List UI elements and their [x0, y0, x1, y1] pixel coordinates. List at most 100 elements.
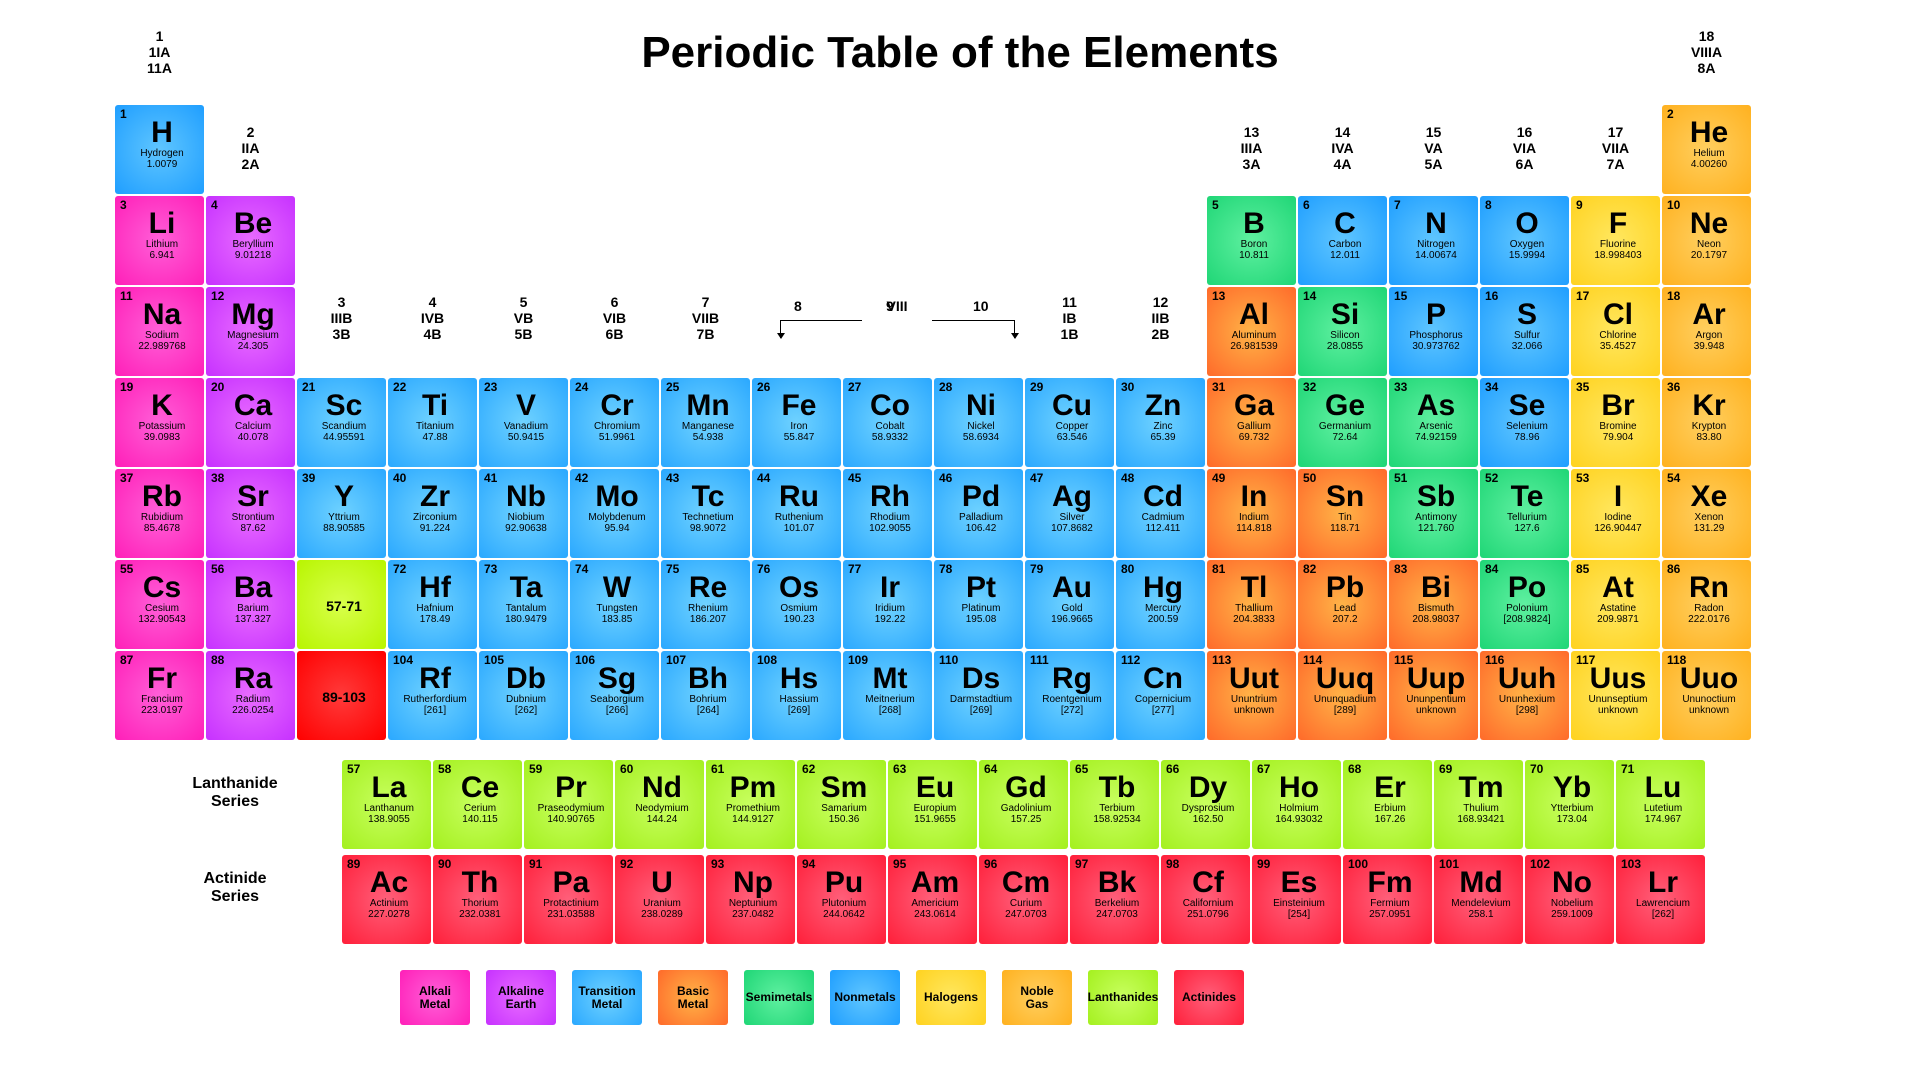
element-symbol: Sr	[211, 482, 295, 512]
atomic-weight: 178.49	[393, 614, 477, 625]
element-name: Uranium	[620, 898, 704, 909]
element-name: Darmstadtium	[939, 694, 1023, 705]
element-name: Rutherfordium	[393, 694, 477, 705]
element-Sr: 38SrStrontium87.62	[206, 469, 295, 558]
element-Ge: 32GeGermanium72.64	[1298, 378, 1387, 467]
element-symbol: Nd	[620, 773, 704, 803]
element-Rh: 45RhRhodium102.9055	[843, 469, 932, 558]
element-symbol: Ca	[211, 391, 295, 421]
element-Fr: 87FrFrancium223.0197	[115, 651, 204, 740]
element-symbol: Si	[1303, 300, 1387, 330]
atomic-weight: 151.9655	[893, 814, 977, 825]
atomic-weight: 121.760	[1394, 523, 1478, 534]
atomic-weight: 63.546	[1030, 432, 1114, 443]
element-symbol: F	[1576, 209, 1660, 239]
element-symbol: Rn	[1667, 573, 1751, 603]
element-name: Silicon	[1303, 330, 1387, 341]
atomic-weight: 1.0079	[120, 159, 204, 170]
element-symbol: Rg	[1030, 664, 1114, 694]
element-name: Iron	[757, 421, 841, 432]
atomic-weight: 118.71	[1303, 523, 1387, 534]
atomic-weight: 222.0176	[1667, 614, 1751, 625]
element-symbol: Pa	[529, 868, 613, 898]
atomic-weight: 144.24	[620, 814, 704, 825]
element-Ru: 44RuRuthenium101.07	[752, 469, 841, 558]
page-title: Periodic Table of the Elements	[0, 28, 1920, 78]
atomic-weight: 227.0278	[347, 909, 431, 920]
element-symbol: Tm	[1439, 773, 1523, 803]
element-name: Zinc	[1121, 421, 1205, 432]
element-symbol: Cd	[1121, 482, 1205, 512]
element-symbol: Xe	[1667, 482, 1751, 512]
element-Kr: 36KrKrypton83.80	[1662, 378, 1751, 467]
atomic-weight: 144.9127	[711, 814, 795, 825]
element-name: Iridium	[848, 603, 932, 614]
element-symbol: Lr	[1621, 868, 1705, 898]
element-name: Cerium	[438, 803, 522, 814]
atomic-weight: 18.998403	[1576, 250, 1660, 261]
element-symbol: U	[620, 868, 704, 898]
element-symbol: Ho	[1257, 773, 1341, 803]
element-symbol: Sb	[1394, 482, 1478, 512]
legend-semimetal: Semimetals	[744, 970, 814, 1025]
atomic-weight: 107.8682	[1030, 523, 1114, 534]
element-symbol: Ru	[757, 482, 841, 512]
element-name: Ununseptium	[1576, 694, 1660, 705]
atomic-weight: 39.948	[1667, 341, 1751, 352]
element-V: 23VVanadium50.9415	[479, 378, 568, 467]
element-symbol: I	[1576, 482, 1660, 512]
element-Sb: 51SbAntimony121.760	[1389, 469, 1478, 558]
element-symbol: Ra	[211, 664, 295, 694]
atomic-weight: 168.93421	[1439, 814, 1523, 825]
atomic-weight: 112.411	[1121, 523, 1205, 534]
element-symbol: Pm	[711, 773, 795, 803]
element-H: 1HHydrogen1.0079	[115, 105, 204, 194]
element-Cf: 98CfCalifornium251.0796	[1161, 855, 1250, 944]
periodic-table: Periodic Table of the Elements 11IA11A2I…	[0, 0, 1920, 1080]
element-name: Hassium	[757, 694, 841, 705]
element-symbol: Yb	[1530, 773, 1614, 803]
element-name: Germanium	[1303, 421, 1387, 432]
element-name: Molybdenum	[575, 512, 659, 523]
element-Db: 105DbDubnium[262]	[479, 651, 568, 740]
element-symbol: Y	[302, 482, 386, 512]
element-name: Chromium	[575, 421, 659, 432]
range-57-71: 57-71	[297, 560, 386, 649]
element-Tm: 69TmThulium168.93421	[1434, 760, 1523, 849]
element-symbol: Se	[1485, 391, 1569, 421]
element-Es: 99EsEinsteinium[254]	[1252, 855, 1341, 944]
element-Si: 14SiSilicon28.0855	[1298, 287, 1387, 376]
element-name: Neodymium	[620, 803, 704, 814]
element-name: Ununpentium	[1394, 694, 1478, 705]
element-Ti: 22TiTitanium47.88	[388, 378, 477, 467]
element-symbol: Br	[1576, 391, 1660, 421]
atomic-weight: 55.847	[757, 432, 841, 443]
element-name: Osmium	[757, 603, 841, 614]
element-K: 19KPotassium39.0983	[115, 378, 204, 467]
element-Np: 93NpNeptunium237.0482	[706, 855, 795, 944]
element-symbol: Cm	[984, 868, 1068, 898]
element-Zn: 30ZnZinc65.39	[1116, 378, 1205, 467]
atomic-weight: 6.941	[120, 250, 204, 261]
element-name: Argon	[1667, 330, 1751, 341]
element-symbol: Ag	[1030, 482, 1114, 512]
atomic-weight: 4.00260	[1667, 159, 1751, 170]
atomic-weight: 207.2	[1303, 614, 1387, 625]
element-name: Lead	[1303, 603, 1387, 614]
atomic-weight: 226.0254	[211, 705, 295, 716]
atomic-weight: [289]	[1303, 705, 1387, 716]
element-symbol: Ba	[211, 573, 295, 603]
atomic-weight: 137.327	[211, 614, 295, 625]
atomic-weight: 173.04	[1530, 814, 1614, 825]
element-name: Lanthanum	[347, 803, 431, 814]
atomic-weight: 192.22	[848, 614, 932, 625]
atomic-weight: 88.90585	[302, 523, 386, 534]
atomic-weight: 204.3833	[1212, 614, 1296, 625]
element-name: Cesium	[120, 603, 204, 614]
element-symbol: Th	[438, 868, 522, 898]
element-symbol: Ds	[939, 664, 1023, 694]
element-Po: 84PoPolonium[208.9824]	[1480, 560, 1569, 649]
atomic-weight: [268]	[848, 705, 932, 716]
element-Cu: 29CuCopper63.546	[1025, 378, 1114, 467]
legend-basic: BasicMetal	[658, 970, 728, 1025]
